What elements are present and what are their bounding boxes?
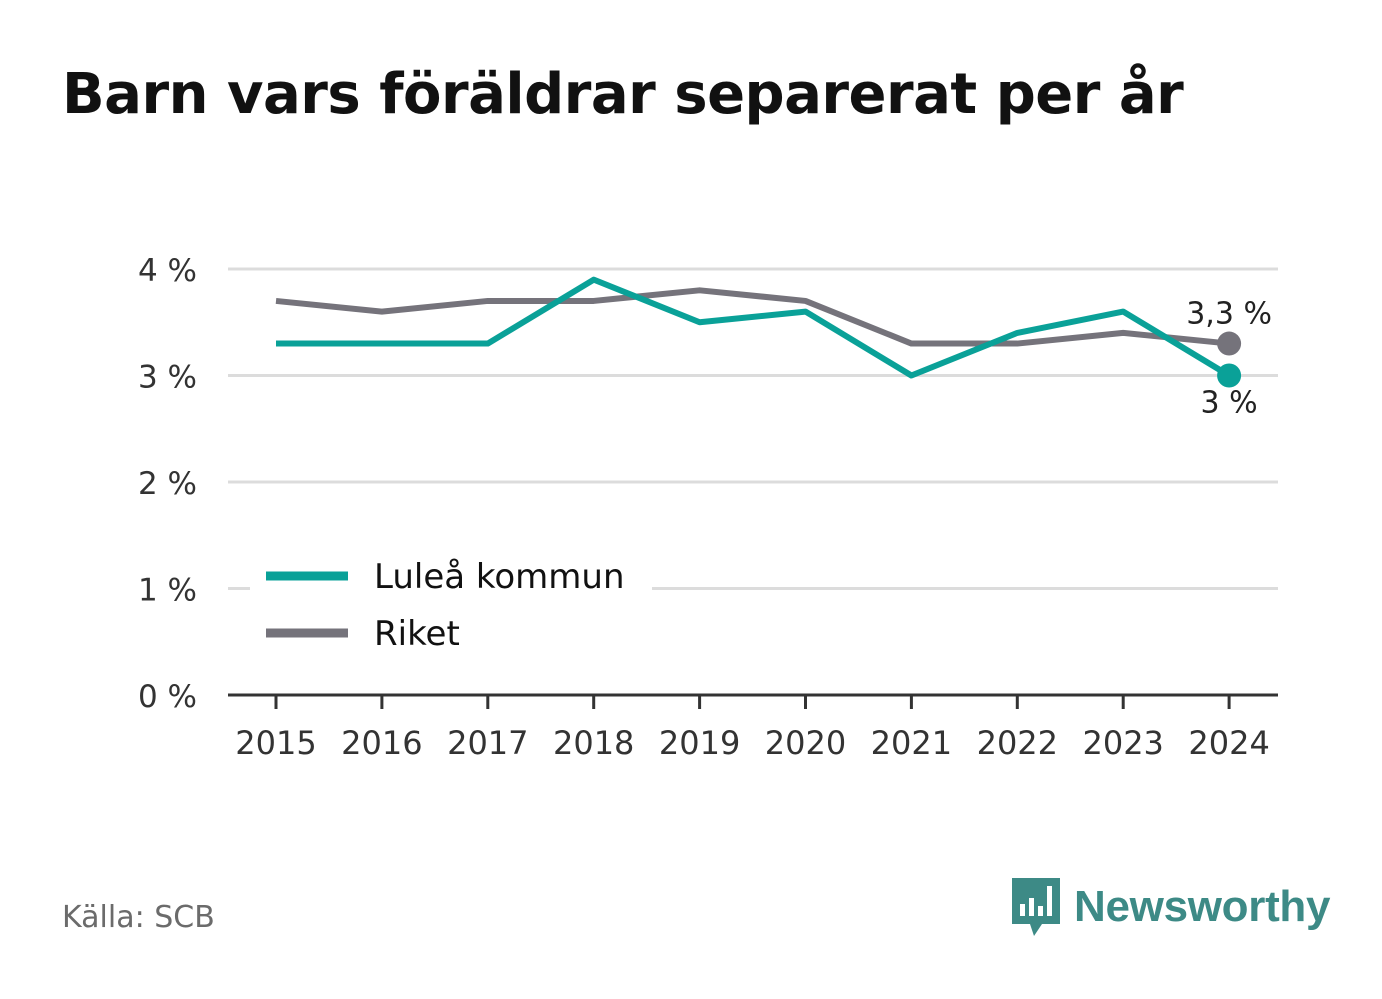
x-tick-label: 2017: [447, 724, 528, 762]
y-tick-label: 4 %: [138, 253, 197, 289]
y-tick-label: 0 %: [138, 679, 197, 715]
x-tick-label: 2022: [977, 724, 1058, 762]
series-line-lulea: [276, 276, 1231, 379]
end-point-riket: [1217, 331, 1242, 356]
x-tick-label: 2020: [765, 724, 846, 762]
y-tick-label: 2 %: [138, 466, 197, 502]
x-tick-label: 2018: [553, 724, 634, 762]
newsworthy-logo-icon: [1012, 878, 1060, 936]
series-line-riket: [275, 287, 1230, 347]
end-label-riket: 3,3 %: [1186, 297, 1272, 332]
legend-background: [250, 550, 652, 660]
x-tick-label: 2016: [341, 724, 422, 762]
x-tick-label: 2023: [1082, 724, 1163, 762]
y-tick-label: 3 %: [138, 360, 197, 396]
end-labels: 3 % 3,3 %: [1186, 297, 1272, 421]
series-lines: [275, 276, 1242, 388]
x-tick-label: 2024: [1188, 724, 1269, 762]
brand-logo: Newsworthy: [1010, 876, 1330, 938]
legend-label: Riket: [374, 614, 460, 654]
x-tick-label: 2019: [659, 724, 740, 762]
legend-label: Luleå kommun: [374, 557, 625, 597]
x-tick-label: 2015: [235, 724, 316, 762]
chart-title: Barn vars föräldrar separerat per år: [62, 62, 1184, 127]
brand-name: Newsworthy: [1074, 882, 1331, 931]
x-axis: 2015 2016 2017 2018 2019 2020 2021 2022 2023 2024: [228, 693, 1278, 762]
end-label-lulea: 3 %: [1201, 386, 1258, 421]
y-axis-ticks: 0 % 1 % 2 % 3 % 4 %: [138, 253, 197, 715]
y-tick-label: 1 %: [138, 573, 197, 609]
x-tick-label: 2021: [871, 724, 952, 762]
source-note: Källa: SCB: [62, 900, 215, 935]
end-point-lulea: [1217, 363, 1242, 388]
legend: Luleå kommun Riket: [250, 550, 652, 660]
